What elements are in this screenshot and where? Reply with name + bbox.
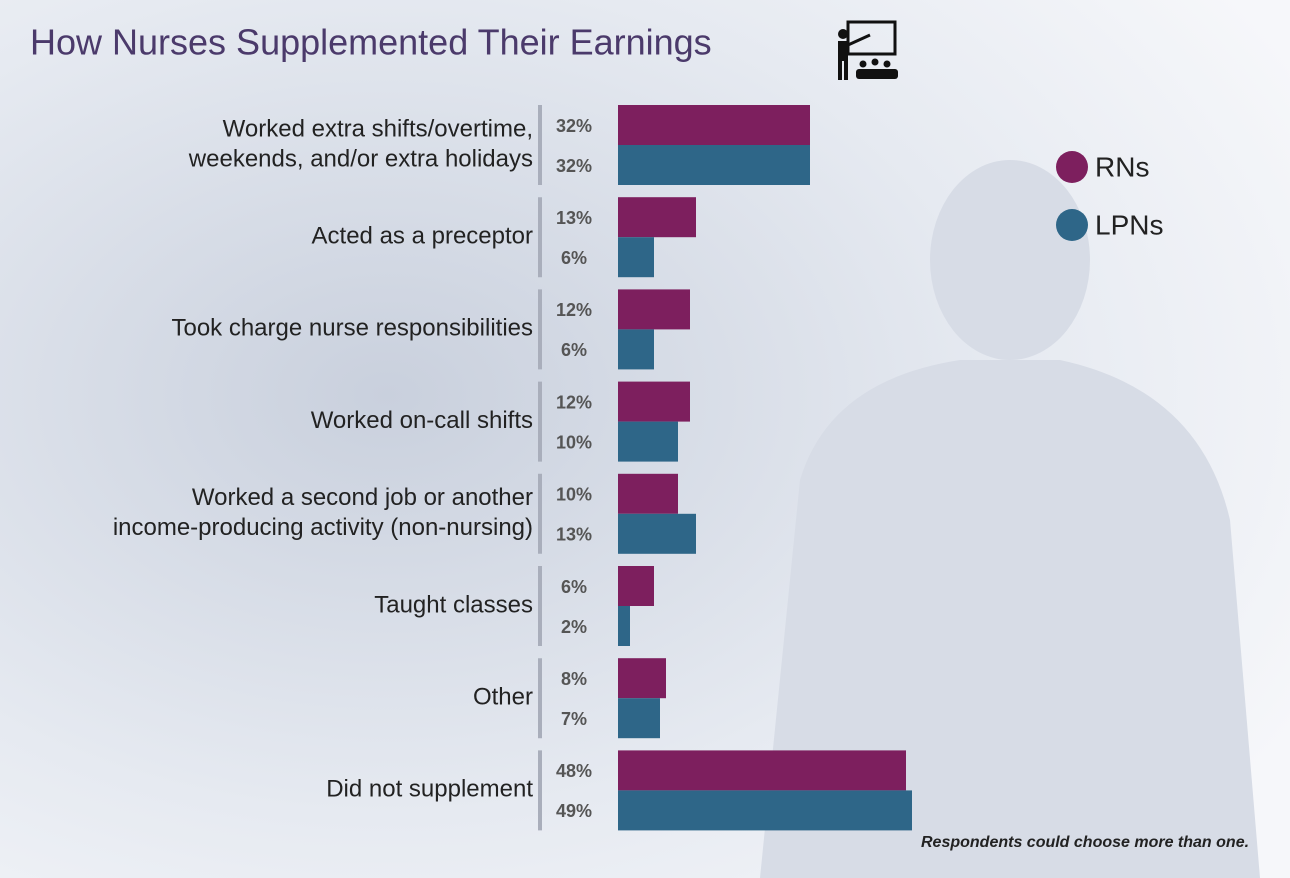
bar: [618, 197, 696, 238]
value-label: 48%: [556, 761, 592, 781]
category-label: Worked a second job or another: [192, 484, 533, 511]
value-label: 8%: [561, 669, 587, 689]
value-label: 13%: [556, 208, 592, 228]
category-label: Taught classes: [374, 591, 533, 618]
bar: [618, 790, 912, 831]
legend-marker: [1056, 209, 1088, 241]
bar: [618, 105, 810, 145]
bar: [618, 473, 678, 514]
value-label: 49%: [556, 801, 592, 821]
category-label: weekends, and/or extra holidays: [188, 145, 533, 172]
bar: [618, 421, 678, 462]
bar: [618, 237, 654, 278]
value-label: 6%: [561, 577, 587, 597]
bar: [618, 750, 906, 791]
category-label: income-producing activity (non-nursing): [113, 514, 533, 541]
bar: [618, 566, 654, 606]
value-label: 32%: [556, 156, 592, 176]
legend-label: LPNs: [1095, 209, 1163, 240]
value-label: 32%: [556, 116, 592, 136]
bar: [618, 658, 666, 699]
legend-marker: [1056, 151, 1088, 183]
value-label: 12%: [556, 392, 592, 412]
value-label: 7%: [561, 709, 587, 729]
bar: [618, 606, 630, 646]
bar: [618, 381, 690, 422]
value-label: 13%: [556, 525, 592, 545]
value-label: 6%: [561, 340, 587, 360]
bar: [618, 329, 654, 370]
category-label: Other: [473, 684, 533, 711]
footnote: Respondents could choose more than one.: [921, 834, 1249, 851]
bar: [618, 145, 810, 185]
teacher-icon: [838, 20, 898, 80]
bar: [618, 289, 690, 330]
value-label: 10%: [556, 485, 592, 505]
category-label: Did not supplement: [326, 776, 533, 803]
category-label: Worked extra shifts/overtime,: [223, 115, 533, 142]
bar: [618, 513, 696, 554]
value-label: 12%: [556, 300, 592, 320]
category-label: Took charge nurse responsibilities: [171, 315, 533, 342]
value-label: 6%: [561, 248, 587, 268]
value-label: 2%: [561, 617, 587, 637]
photo-silhouette: [760, 160, 1260, 878]
legend-label: RNs: [1095, 151, 1149, 182]
category-label: Acted as a preceptor: [312, 223, 533, 250]
bar: [618, 698, 660, 739]
chart-title: How Nurses Supplemented Their Earnings: [30, 22, 712, 63]
value-label: 10%: [556, 432, 592, 452]
category-label: Worked on-call shifts: [311, 407, 533, 434]
